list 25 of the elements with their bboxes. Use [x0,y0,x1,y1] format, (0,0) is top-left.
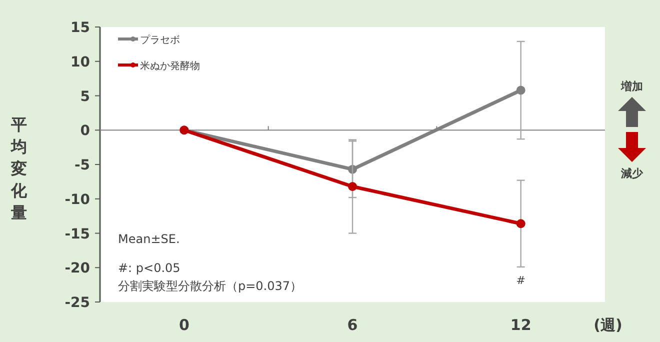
point [516,86,526,95]
point [516,219,526,228]
y-tick-label: 5 [80,88,90,105]
x-tick-label: 12 [510,316,532,334]
legend-label: 米ぬか発酵物 [140,60,200,72]
y-tick-label: 0 [80,123,90,140]
y-tick-label: -20 [64,260,90,277]
x-tick-label: 0 [178,316,190,334]
y-tick-label: -25 [64,295,90,311]
legend-label: プラセボ [140,34,180,46]
y-tick-label: 15 [70,20,90,36]
x-axis-title: (週) [594,316,622,334]
annotation: 分割実験型分散分析（p=0.037） [118,279,302,293]
annotation: #: p<0.05 [118,261,180,275]
annotation: Mean±SE. [118,232,180,246]
y-tick-label: -15 [64,226,90,242]
ylabel: 平均変化量 [11,115,27,222]
text: 増加 [620,80,643,93]
y-tick-label: 10 [70,54,90,70]
x-tick-label: 6 [347,316,358,334]
point [348,182,357,191]
y-tick-label: -10 [64,192,90,208]
text: 減少 [620,167,644,180]
annotation: # [516,274,526,287]
y-tick-label: -5 [74,158,90,174]
